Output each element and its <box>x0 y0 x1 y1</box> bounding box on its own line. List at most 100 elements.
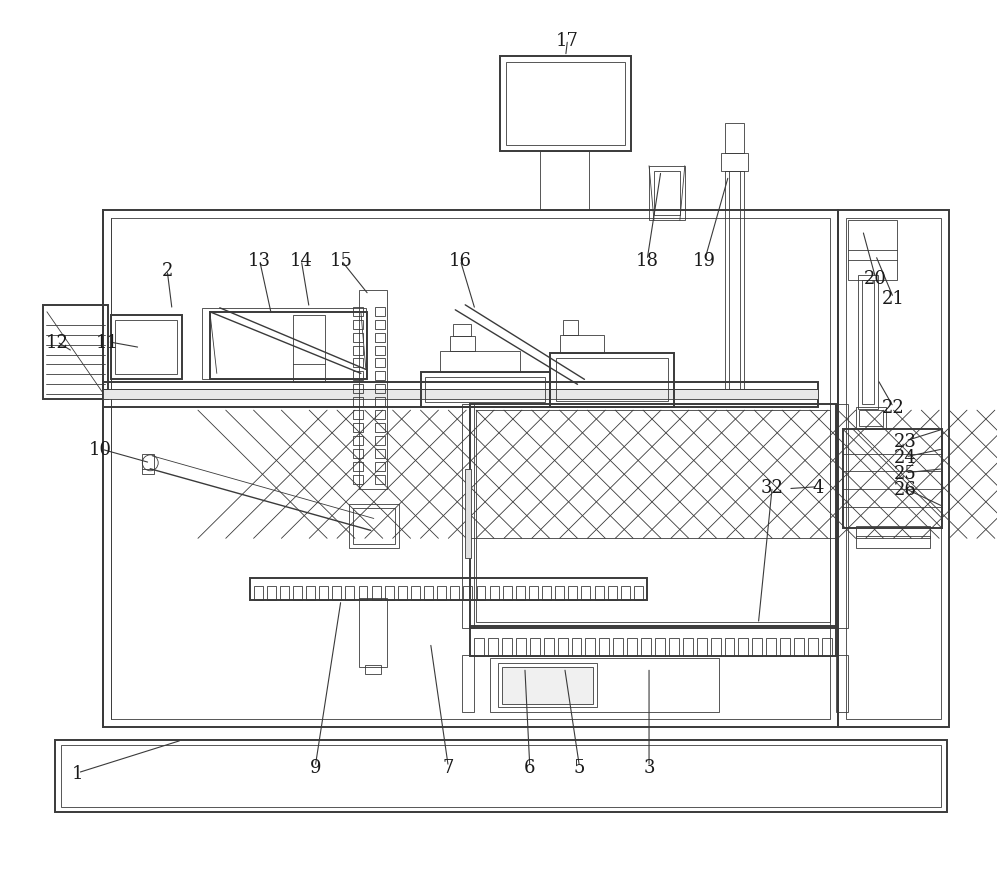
Bar <box>697 638 707 656</box>
Bar <box>502 667 593 705</box>
Text: 20: 20 <box>864 269 887 288</box>
Bar <box>462 655 474 713</box>
Bar <box>490 658 719 713</box>
Text: 3: 3 <box>643 758 655 776</box>
Bar <box>375 346 385 355</box>
Bar <box>540 152 589 211</box>
Bar <box>542 587 551 600</box>
Bar <box>488 638 498 656</box>
Bar <box>608 587 617 600</box>
Bar <box>450 587 459 600</box>
Bar <box>111 315 182 380</box>
Text: 6: 6 <box>524 758 536 776</box>
Bar <box>568 587 577 600</box>
Bar <box>61 745 941 806</box>
Bar <box>490 587 499 600</box>
Bar <box>306 587 315 600</box>
Bar <box>856 537 930 548</box>
Bar <box>530 638 540 656</box>
Bar <box>142 454 154 474</box>
Bar <box>425 378 545 402</box>
Text: 26: 26 <box>894 480 917 498</box>
Bar <box>859 411 883 427</box>
Bar <box>476 411 830 622</box>
Bar <box>780 638 790 656</box>
Bar <box>856 527 930 539</box>
Bar <box>794 638 804 656</box>
Bar <box>683 638 693 656</box>
Text: 21: 21 <box>882 289 905 308</box>
Bar <box>516 587 525 600</box>
Bar <box>103 383 818 408</box>
Bar <box>202 308 366 380</box>
Bar <box>450 336 475 351</box>
Bar <box>349 504 399 548</box>
Bar <box>506 63 625 146</box>
Bar <box>725 124 744 154</box>
Bar <box>103 390 818 400</box>
Text: 19: 19 <box>693 252 716 269</box>
Bar <box>353 372 363 381</box>
Bar <box>353 359 363 368</box>
Bar <box>808 638 818 656</box>
Text: 15: 15 <box>330 252 352 269</box>
Bar <box>581 587 590 600</box>
Text: 2: 2 <box>161 262 173 280</box>
Bar <box>669 638 679 656</box>
Bar <box>55 740 947 812</box>
Bar <box>544 638 554 656</box>
Text: 11: 11 <box>96 333 119 351</box>
Bar <box>836 655 848 713</box>
Bar <box>725 171 744 390</box>
Bar <box>375 475 385 484</box>
Bar <box>365 665 381 674</box>
Bar <box>111 219 830 720</box>
Bar <box>385 587 394 600</box>
Bar <box>375 423 385 433</box>
Bar <box>345 587 354 600</box>
Bar <box>836 405 848 628</box>
Bar <box>862 281 874 405</box>
Bar <box>613 638 623 656</box>
Bar <box>398 587 407 600</box>
Bar <box>353 462 363 471</box>
Bar <box>470 626 836 656</box>
Bar <box>250 579 647 600</box>
Bar <box>375 321 385 329</box>
Bar <box>375 359 385 368</box>
Bar <box>641 638 651 656</box>
Bar <box>353 411 363 420</box>
Bar <box>516 638 526 656</box>
Bar <box>858 275 878 409</box>
Text: 23: 23 <box>894 433 917 450</box>
Bar <box>353 475 363 484</box>
Bar <box>498 663 597 707</box>
Bar <box>711 638 721 656</box>
Bar <box>453 324 471 336</box>
Bar <box>621 587 630 600</box>
Text: 10: 10 <box>89 441 112 458</box>
Text: 32: 32 <box>761 478 784 496</box>
Text: 12: 12 <box>45 333 68 351</box>
Bar <box>375 385 385 394</box>
Bar <box>529 587 538 600</box>
Bar <box>766 638 776 656</box>
Bar <box>555 587 564 600</box>
Bar <box>359 587 367 600</box>
Bar <box>421 373 550 408</box>
Bar <box>353 436 363 446</box>
Text: 13: 13 <box>248 252 271 269</box>
Bar <box>375 372 385 381</box>
Bar <box>353 308 363 316</box>
Bar <box>411 587 420 600</box>
Bar <box>375 436 385 446</box>
Bar <box>375 398 385 407</box>
Bar <box>752 638 762 656</box>
Text: 5: 5 <box>574 758 585 776</box>
Bar <box>502 638 512 656</box>
Bar <box>280 587 289 600</box>
Bar <box>556 359 668 401</box>
Bar <box>293 315 325 383</box>
Text: 4: 4 <box>812 478 824 496</box>
Bar <box>437 587 446 600</box>
